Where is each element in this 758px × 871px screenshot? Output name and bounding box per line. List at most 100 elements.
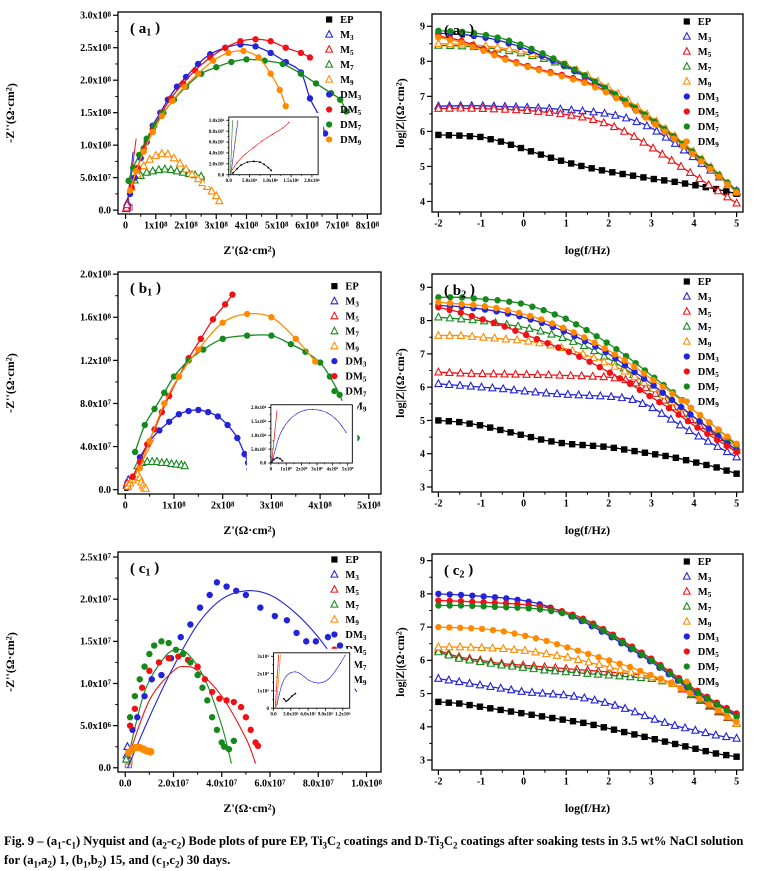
legend-label: DM3 (698, 632, 720, 644)
svg-text:2.0x105: 2.0x105 (209, 161, 225, 167)
series-M9i (276, 654, 281, 709)
svg-text:0.0: 0.0 (270, 712, 277, 717)
svg-text:0.0: 0.0 (99, 485, 112, 496)
svg-text:0: 0 (521, 219, 526, 230)
series-M5 (433, 103, 742, 207)
series-EP (435, 417, 740, 477)
svg-text:1.5x108: 1.5x108 (80, 108, 112, 119)
legend-label: DM5 (698, 367, 720, 379)
svg-text:6: 6 (420, 656, 425, 667)
svg-text:4: 4 (420, 722, 425, 733)
svg-text:1.0x106: 1.0x106 (263, 178, 279, 184)
svg-text:0.0: 0.0 (260, 462, 267, 467)
svg-text:5: 5 (734, 219, 739, 230)
x-axis-title: log(f/Hz) (565, 801, 610, 815)
chart-b1: 0 1x108 2x108 3x108 4x108 5x108 0.0 4.0x107 8.0x… (3, 270, 382, 538)
legend-label: EP (340, 15, 354, 26)
legend-label: DM9 (698, 137, 720, 149)
chart-b2: -2 -1 0 1 2 3 4 5 3 4 5 6 7 8 9 log(f/Hz) log|Z|(Ω·cm2) (… (393, 273, 744, 537)
svg-text:7: 7 (420, 92, 425, 103)
panel-a2-bode: -2 -1 0 1 2 3 4 5 4 5 6 7 8 9 log(f/Hz) log|Z|(Ω·cm2) ( … (390, 0, 758, 260)
series-EPi (270, 456, 284, 464)
svg-text:0.0: 0.0 (99, 206, 112, 217)
panel-label: ( b1 ) (130, 280, 161, 299)
series-layer (433, 294, 742, 477)
svg-text:4: 4 (420, 197, 425, 208)
svg-text:3.0x108: 3.0x108 (80, 11, 112, 22)
svg-text:6: 6 (420, 127, 425, 138)
svg-text:3: 3 (649, 219, 654, 230)
series-DM3i (276, 654, 346, 706)
series-M3i (230, 120, 239, 175)
legend-label: M7 (698, 62, 712, 74)
svg-text:8: 8 (420, 57, 425, 68)
svg-text:0: 0 (123, 221, 128, 232)
svg-text:1.5x106: 1.5x106 (251, 419, 267, 425)
svg-text:-2: -2 (434, 499, 442, 510)
svg-text:4: 4 (692, 219, 697, 230)
series-DM9 (435, 34, 740, 196)
svg-text:0: 0 (521, 499, 526, 510)
legend-label: M9 (698, 337, 712, 349)
svg-text:-1: -1 (477, 219, 485, 230)
series-DM7 (435, 27, 740, 195)
legend-label: M7 (698, 602, 712, 614)
chart-inset: 0.0 3.0x105 6.0x105 9.0x105 1.2x106 0 1x105 2x1… (257, 652, 351, 717)
svg-text:3: 3 (420, 755, 425, 766)
legend-label: DM5 (698, 107, 720, 119)
legend-label: DM9 (340, 135, 362, 147)
legend-label: M5 (698, 307, 712, 319)
series-layer (274, 654, 346, 709)
x-axis-title: Z'(Ω·cm2) (223, 801, 275, 816)
y-axis-title: log|Z|(Ω·cm2) (393, 627, 408, 697)
series-M3 (433, 378, 742, 461)
svg-text:1: 1 (564, 777, 569, 788)
series-M5i (274, 654, 280, 709)
chart-b1-canvas: 0 1x108 2x108 3x108 4x108 5x108 0.0 4.0x107 8.0x… (3, 270, 382, 538)
legend-label: M7 (698, 322, 712, 334)
svg-text:7: 7 (420, 623, 425, 634)
legend-label: DM5 (345, 372, 367, 384)
svg-text:5: 5 (420, 162, 425, 173)
svg-text:8.0x107: 8.0x107 (80, 399, 112, 410)
legend: EP M3 M5 M7 M9 DM3 DM5 DM7 DM9 (682, 557, 720, 689)
series-DM3i (271, 408, 347, 461)
series-DM5-fit (127, 665, 257, 764)
svg-text:2x105: 2x105 (257, 671, 269, 677)
panel-b2-bode: -2 -1 0 1 2 3 4 5 3 4 5 6 7 8 9 log(f/Hz) log|Z|(Ω·cm2) (… (390, 260, 758, 540)
svg-text:2.5x108: 2.5x108 (80, 43, 112, 54)
svg-text:4x106: 4x106 (326, 466, 338, 472)
legend-label: DM3 (698, 92, 720, 104)
svg-text:-1: -1 (477, 777, 485, 788)
svg-text:1x106: 1x106 (280, 466, 292, 472)
legend-label: EP (345, 555, 359, 566)
y-axis-title: -Z''(Ω·cm2) (3, 83, 18, 143)
svg-text:5x108: 5x108 (357, 501, 381, 512)
chart-a1: 0 1x108 2x108 3x108 4x108 5x108 6x108 7x108 8x10… (3, 11, 382, 258)
svg-text:9: 9 (420, 22, 425, 33)
legend-label: M9 (340, 75, 354, 87)
panel-c1-nyquist: 0.0 2.0x107 4.0x107 6.0x107 8.0x107 1.0x108 0.… (0, 540, 390, 818)
chart-b2-canvas: -2 -1 0 1 2 3 4 5 3 4 5 6 7 8 9 log(f/Hz) log|Z|(Ω·cm2) (… (393, 273, 744, 537)
series-EPi (232, 160, 272, 174)
legend-label: M9 (345, 615, 359, 627)
svg-text:1.0x107: 1.0x107 (80, 679, 112, 690)
svg-text:-1: -1 (477, 499, 485, 510)
svg-text:2x106: 2x106 (296, 466, 308, 472)
figure-caption: Fig. 9 – (a1-c1) Nyquist and (a2-c2) Bod… (4, 833, 744, 870)
svg-text:1.0x106: 1.0x106 (209, 118, 225, 124)
series-M7i (274, 676, 277, 692)
legend-label: DM7 (345, 387, 367, 399)
panel-label: ( a2 ) (444, 22, 474, 41)
svg-text:5: 5 (420, 689, 425, 700)
svg-text:5: 5 (420, 416, 425, 427)
series-DM7 (435, 602, 740, 721)
svg-text:0: 0 (267, 707, 270, 712)
series-DM9 (435, 299, 740, 447)
x-axis-title: Z'(Ω·cm2) (223, 243, 275, 258)
legend-label: M5 (345, 312, 359, 324)
panel-label: ( b2 ) (444, 282, 475, 301)
y-axis-title: -Z''(Ω·cm2) (3, 353, 18, 413)
series-layer (270, 408, 347, 464)
svg-text:8: 8 (420, 589, 425, 600)
